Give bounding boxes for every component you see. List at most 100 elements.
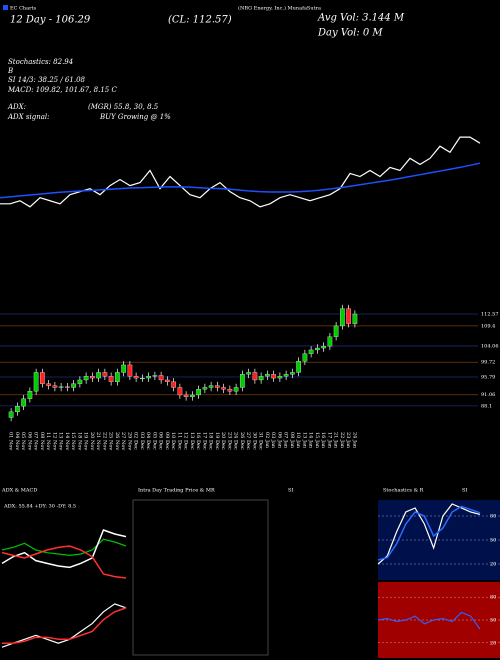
candle-body [133, 376, 139, 379]
x-tick-label: 26 Nov [114, 432, 120, 450]
close: (CL: 112.57) [168, 15, 232, 26]
x-tick-label: 03 Jan [270, 432, 276, 449]
x-tick-label: 04 Nov [14, 432, 20, 450]
y-tick-label: 99.72 [481, 360, 495, 366]
avg-vol: Avg Vol: 3.144 M [317, 13, 405, 24]
x-tick-label: 07 Jan [283, 432, 289, 449]
x-tick-label: 12 Nov [51, 432, 57, 450]
candle-body [171, 381, 176, 388]
series-line [1, 529, 127, 569]
candle-body [177, 387, 183, 396]
x-tick-label: 18 Nov [76, 432, 82, 450]
candle-body [190, 394, 195, 397]
candle-body [340, 308, 345, 327]
x-tick-label: 02 Jan [264, 432, 270, 449]
y-tick-label: 20 [490, 562, 496, 568]
x-tick-label: 17 Dec [201, 432, 207, 450]
candle-body [165, 379, 170, 382]
candle-body [346, 308, 351, 324]
candle-body [308, 349, 314, 354]
candle-body [233, 387, 239, 392]
candle-body [21, 398, 26, 407]
x-tick-label: 30 Dec [251, 432, 257, 450]
macd: MACD: 109.82, 101.67, 8.15 C [7, 86, 117, 94]
y-tick-label: 80 [490, 595, 496, 601]
logo [3, 5, 8, 10]
x-tick-label: 19 Nov [83, 432, 89, 450]
series-line [377, 503, 481, 565]
candle-body [277, 376, 283, 379]
x-tick-label: 13 Dec [189, 432, 195, 450]
y-tick-label: 80 [490, 514, 496, 520]
y-tick-label: 50 [490, 618, 496, 624]
candle-body [296, 361, 301, 373]
panel-frame [132, 499, 269, 656]
candle-body [96, 372, 101, 379]
series-line [0, 136, 481, 208]
y-tick-label: 50 [490, 538, 496, 544]
day-vol: Day Vol: 0 M [317, 28, 383, 39]
source: EC Charts [10, 6, 36, 12]
x-tick-label: 22 Jan [339, 432, 345, 449]
candle-body [90, 376, 95, 379]
candle-body [227, 389, 233, 392]
candle-body [240, 374, 245, 388]
x-tick-label: 31 Dec [258, 432, 264, 450]
y-tick-label: 91.06 [481, 392, 495, 398]
x-tick-label: 27 Nov [120, 432, 126, 450]
panel-title: Intra Day Trading Price & MR [138, 488, 215, 494]
signal: BUY Growing @ 1% [99, 113, 171, 121]
candle-body [221, 387, 226, 390]
candle-body [196, 389, 201, 396]
day-avg: 12 Day - 106.29 [10, 15, 91, 26]
candle-body [146, 376, 151, 379]
x-tick-label: 07 Nov [33, 432, 39, 450]
y-tick-label: 95.79 [481, 374, 495, 380]
mgr: (MGR) 55.8, 30, 8.5 [88, 103, 159, 111]
candle-body [252, 372, 258, 381]
x-tick-label: 02 Dec [133, 432, 139, 450]
candle-body [40, 372, 45, 384]
y-tick-label: 112.57 [481, 312, 499, 318]
candle-body [152, 375, 158, 377]
candle-body [102, 372, 108, 377]
y-tick-label: 88.1 [481, 403, 492, 409]
candle-body [352, 313, 358, 324]
x-tick-label: 15 Nov [70, 432, 76, 450]
y-tick-label: 104.06 [481, 343, 499, 349]
candle-body [58, 386, 64, 388]
x-tick-label: 10 Jan [295, 432, 301, 449]
panel-label: SI [462, 488, 467, 494]
x-tick-label: 11 Dec [176, 432, 182, 450]
x-tick-label: 23 Jan [345, 432, 351, 449]
adx: ADX: [7, 103, 26, 111]
x-tick-label: 20 Dec [220, 432, 226, 450]
candle-body [52, 385, 58, 388]
x-tick-label: 25 Nov [108, 432, 114, 450]
x-tick-label: 21 Nov [95, 432, 101, 450]
candle-body [183, 394, 189, 397]
x-tick-label: 06 Nov [26, 432, 32, 450]
candle-body [327, 336, 333, 347]
candle-body [202, 387, 208, 390]
candle-body [15, 406, 20, 413]
x-tick-label: 05 Nov [20, 432, 26, 450]
x-tick-label: 10 Dec [170, 432, 176, 450]
candle-body [121, 364, 126, 373]
x-tick-label: 14 Nov [64, 432, 70, 450]
candle-body [127, 364, 133, 377]
x-tick-label: 20 Nov [89, 432, 95, 450]
x-tick-label: 13 Nov [58, 432, 64, 450]
adx-signal: ADX signal: [7, 113, 49, 121]
x-tick-label: 26 Dec [239, 432, 245, 450]
x-tick-label: 13 Jan [301, 432, 307, 449]
panel-title: Stochastics & R [383, 488, 424, 494]
x-tick-label: 24 Dec [233, 432, 239, 450]
candle-body [46, 383, 51, 386]
candle-body [208, 385, 214, 388]
x-tick-label: 11 Nov [45, 432, 51, 450]
candle-body [265, 374, 270, 377]
candle-body [333, 325, 339, 337]
x-tick-label: 21 Jan [333, 432, 339, 449]
